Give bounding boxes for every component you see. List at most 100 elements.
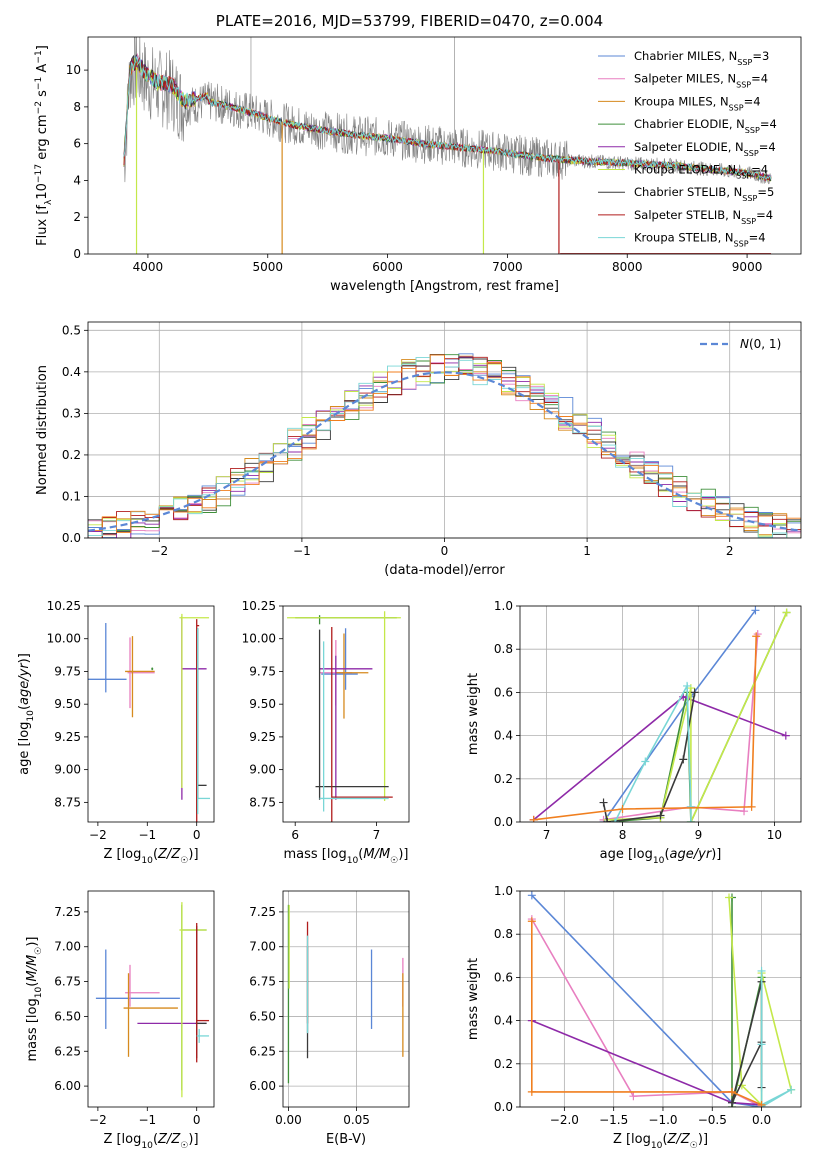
y-tick-label: 7.25: [54, 905, 81, 919]
x-axis-label: (data-model)/error: [384, 563, 505, 578]
plus-marker: [679, 755, 688, 764]
plus-marker: [610, 818, 619, 822]
y-tick-label: 10: [66, 63, 81, 77]
y-tick-label: 0.4: [494, 729, 513, 743]
x-tick-label: 8000: [612, 260, 643, 274]
errorbar-point: [196, 619, 200, 822]
x-tick-label: 0: [441, 544, 449, 558]
errorbar-point: [315, 629, 389, 800]
y-axis-label: Flux [fλ10−17 erg cm−2 s−1 A−1]: [34, 45, 54, 246]
y-tick-label: 0.0: [494, 1100, 513, 1114]
x-tick-label: 0.0: [752, 1113, 771, 1127]
axes-mass_vs_ebv: 0.00 0.05 6.00 6.25 6.50 6.75 7.00 7.25 E(B-V): [249, 890, 410, 1147]
errorbar-point: [181, 616, 207, 800]
mass-weight-line: [533, 636, 757, 821]
errorbar-point: [179, 613, 210, 788]
plus-marker: [529, 815, 538, 822]
y-tick-label: 6.75: [249, 975, 276, 989]
legend-label: Salpeter STELIB, NSSP=4: [634, 208, 773, 226]
y-tick-label: 0.0: [62, 531, 81, 545]
y-tick-label: 0.1: [62, 489, 81, 503]
plus-marker: [603, 818, 612, 822]
axes-frame: [87, 890, 215, 1108]
y-axis-label: age [log10(age/yr)]: [17, 653, 36, 775]
y-tick-label: 6.50: [54, 1009, 81, 1023]
y-tick-label: 0.8: [494, 927, 513, 941]
legend-label: Salpeter MILES, NSSP=4: [634, 72, 768, 90]
plus-marker: [686, 802, 695, 811]
y-tick-label: 0.8: [494, 642, 513, 656]
y-tick-label: 6.25: [54, 1044, 81, 1058]
axes-mass_weight_vs_age: 7 8 9 10 0.0 0.2 0.4 0.6 0.8 1.0 age [log10(age/yr…: [466, 599, 802, 866]
model-spectrum-line: [123, 56, 772, 180]
plus-marker: [686, 818, 695, 822]
legend-label: Kroupa MILES, NSSP=4: [634, 94, 761, 112]
mass-weight-series: [529, 692, 790, 822]
mass-weight-series: [725, 893, 796, 1107]
errorbar-point: [125, 636, 155, 718]
axes-mass_vs_Z: −2 −1 0 6.00 6.25 6.50 6.75 7.00 7.25 Z [log10(Z/…: [25, 890, 215, 1151]
errorbar-point: [331, 626, 393, 822]
errorbar-point: [197, 628, 207, 799]
y-tick-label: 10.25: [47, 599, 81, 613]
x-tick-label: 6000: [372, 260, 403, 274]
x-tick-label: 7: [543, 828, 551, 842]
x-tick-label: −1.0: [648, 1113, 677, 1127]
x-tick-label: −2: [89, 828, 107, 842]
errorbar-point: [197, 628, 211, 815]
y-tick-label: 0.3: [62, 406, 81, 420]
mass-weight-line: [607, 612, 788, 822]
mass-weight-line: [531, 921, 762, 1106]
axes-frame: [282, 605, 410, 823]
y-tick-label: 9.75: [249, 664, 276, 678]
plus-marker: [690, 688, 699, 697]
plus-marker: [725, 893, 734, 902]
y-tick-label: 0.5: [62, 323, 81, 337]
y-tick-label: 0.2: [494, 1057, 513, 1071]
y-axis-label: mass weight: [466, 958, 481, 1040]
errorbar-point: [196, 1028, 210, 1043]
errorbar-point: [287, 611, 401, 802]
y-tick-label: 9.00: [54, 763, 81, 777]
y-tick-label: 0.4: [62, 365, 81, 379]
axes-frame: [282, 890, 410, 1108]
y-tick-label: 1.0: [494, 599, 513, 613]
errorbar-point: [179, 902, 207, 1098]
plus-marker: [727, 1087, 736, 1096]
y-axis-label: Normed distribution: [35, 365, 50, 495]
x-tick-label: 10: [767, 828, 782, 842]
axes-residuals: −2 −1 0 1 2 0.0 0.1 0.2 0.3 0.4 0.5 (data-model)/er…: [35, 321, 802, 578]
errorbar-point: [319, 641, 389, 812]
x-axis-label: Z [log10(Z/Z☉)]: [613, 1132, 708, 1151]
x-tick-label: 7: [373, 828, 381, 842]
axes-spectrum: 4000 5000 6000 7000 8000 9000 0 2 4 6 8 10 wavelengt…: [34, 36, 802, 294]
x-axis-label: wavelength [Angstrom, rest frame]: [330, 279, 559, 294]
x-axis-label: Z [log10(Z/Z☉)]: [103, 847, 198, 866]
normal-curve: [87, 371, 802, 532]
plus-marker: [727, 1098, 736, 1107]
plus-marker: [782, 608, 791, 617]
plus-marker: [740, 807, 749, 816]
x-tick-label: −1: [293, 544, 311, 558]
x-tick-label: 0: [193, 1113, 201, 1127]
mass-weight-series: [527, 917, 766, 1107]
errorbar-point: [123, 973, 178, 1057]
errorbar-point: [335, 633, 369, 719]
y-tick-label: 9.25: [54, 730, 81, 744]
plus-marker: [683, 681, 692, 690]
plus-marker: [656, 811, 665, 820]
errorbar-point: [319, 655, 373, 800]
mass-weight-line: [531, 894, 762, 1107]
x-tick-label: −2: [89, 1113, 107, 1127]
y-tick-label: 10.00: [242, 632, 276, 646]
x-axis-label: age [log10(age/yr)]: [600, 847, 722, 866]
mass-weight-series: [727, 977, 766, 1107]
plus-marker: [781, 731, 790, 740]
y-tick-label: 6.75: [54, 975, 81, 989]
mass-weight-series: [527, 915, 766, 1107]
y-tick-label: 6.00: [249, 1079, 276, 1093]
x-tick-label: −1: [138, 1113, 156, 1127]
y-tick-label: 1.0: [494, 884, 513, 898]
y-tick-label: 8: [73, 100, 81, 114]
plus-marker: [527, 891, 536, 900]
